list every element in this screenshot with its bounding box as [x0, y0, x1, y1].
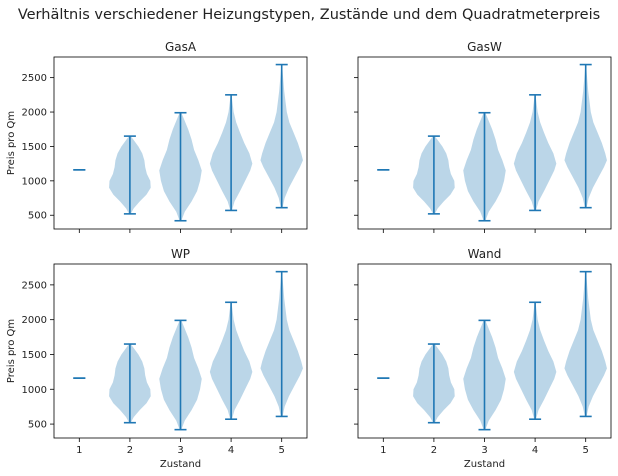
violin-3 — [463, 319, 506, 431]
y-tick-label: 2500 — [22, 73, 47, 84]
violin-3 — [159, 319, 202, 431]
x-tick-label: 1 — [380, 445, 386, 456]
subplot-1: GasA 500 1000 1500 2000 2500 Preis pro Qm — [6, 40, 308, 233]
violin-2 — [413, 135, 455, 215]
subplot-title: GasA — [165, 40, 197, 54]
x-tick-label: 2 — [431, 445, 437, 456]
violin-2 — [109, 343, 151, 424]
violin-4 — [513, 94, 557, 212]
violin-5 — [260, 63, 303, 209]
subplot-title: GasW — [467, 40, 502, 54]
y-tick-label: 1000 — [22, 176, 47, 187]
y-axis-label: Preis pro Qm — [6, 111, 17, 175]
violin-4 — [513, 301, 557, 421]
x-axis-label: Zustand — [464, 459, 505, 470]
violin-5 — [564, 63, 607, 209]
x-tick-label: 3 — [177, 445, 183, 456]
violin-3 — [463, 111, 506, 222]
y-tick-label: 2500 — [22, 280, 47, 291]
violin-5 — [260, 270, 303, 418]
subplot-2: GasW — [354, 40, 612, 233]
y-tick-label: 500 — [28, 420, 47, 431]
y-tick-label: 1000 — [22, 385, 47, 396]
y-tick-label: 2000 — [22, 315, 47, 326]
x-tick-label: 5 — [279, 445, 285, 456]
subplot-3: WP 500 1000 1500 2000 2500 1 2 3 4 5 Preis pro Qm Zu… — [6, 247, 308, 470]
subplot-title: Wand — [468, 247, 502, 261]
y-tick-label: 1500 — [22, 142, 47, 153]
y-tick-label: 1500 — [22, 350, 47, 361]
violin-2 — [109, 135, 151, 215]
violin-4 — [209, 94, 253, 212]
x-tick-label: 4 — [228, 445, 234, 456]
violin-3 — [159, 111, 202, 222]
subplot-4: Wand 1 2 3 4 5 Zustand — [354, 247, 612, 470]
x-tick-label: 2 — [127, 445, 133, 456]
y-axis-label: Preis pro Qm — [6, 319, 17, 383]
x-axis-label: Zustand — [160, 459, 201, 470]
x-tick-label: 1 — [76, 445, 82, 456]
subplot-title: WP — [171, 247, 190, 261]
x-tick-label: 4 — [532, 445, 538, 456]
x-tick-label: 5 — [583, 445, 589, 456]
violin-4 — [209, 301, 253, 421]
violin-5 — [564, 270, 607, 418]
violin-2 — [413, 343, 455, 424]
y-tick-label: 2000 — [22, 108, 47, 119]
x-tick-label: 3 — [481, 445, 487, 456]
figure-title: Verhältnis verschiedener Heizungstypen, … — [18, 7, 600, 23]
y-tick-label: 500 — [28, 211, 47, 222]
